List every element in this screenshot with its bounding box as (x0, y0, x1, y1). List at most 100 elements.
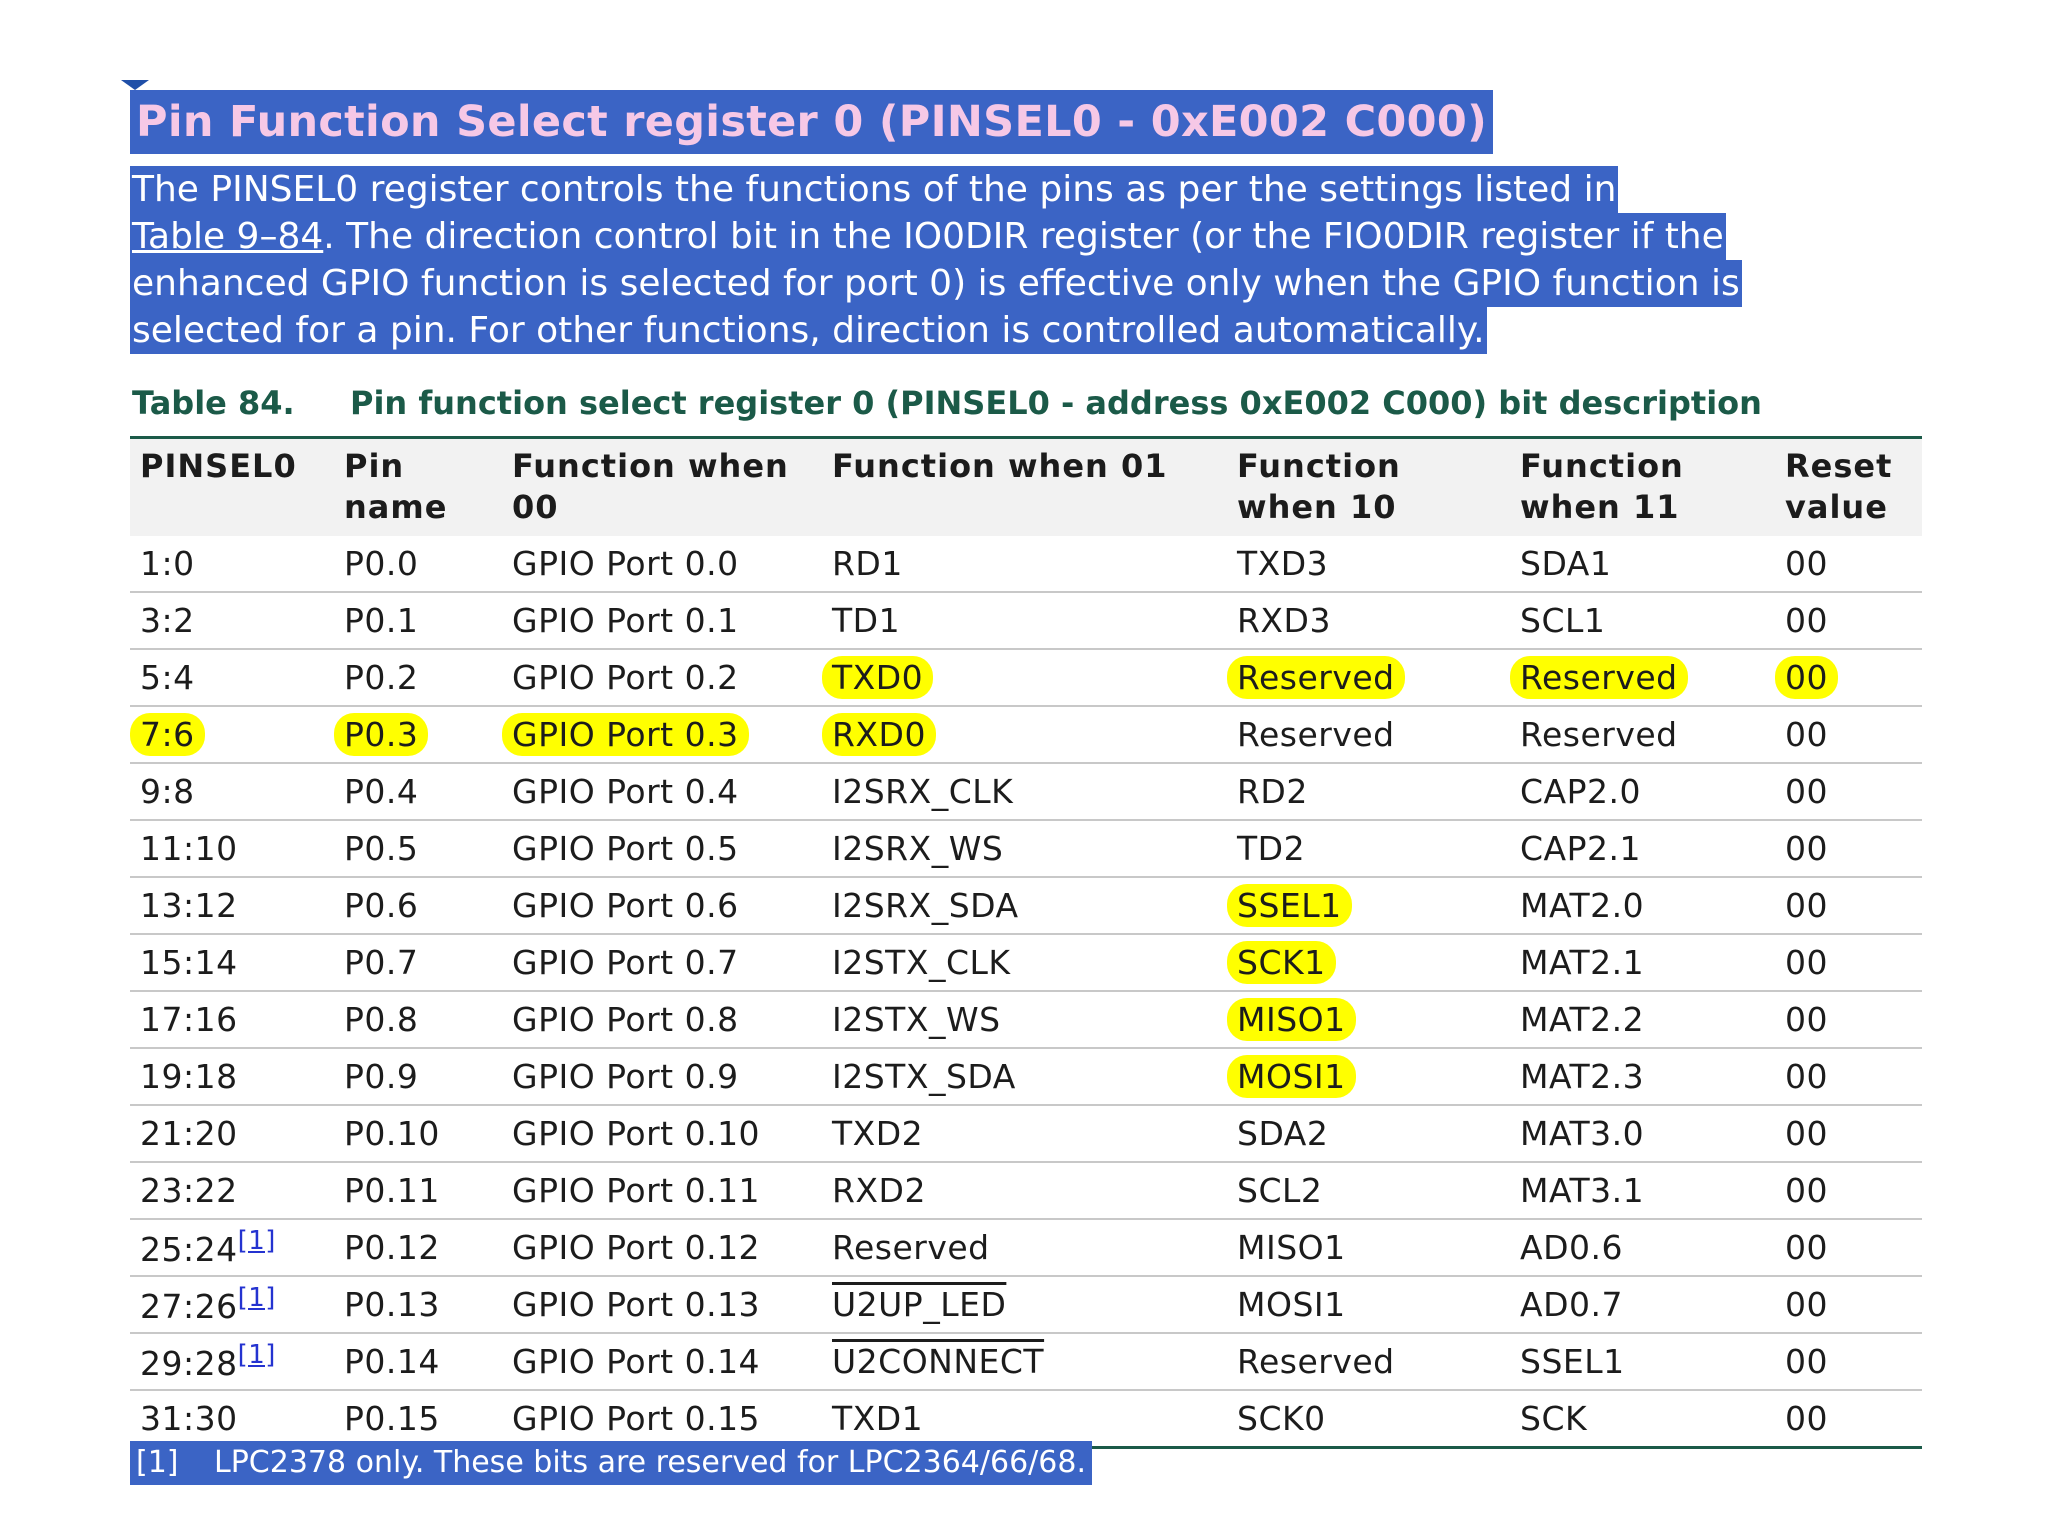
cell-pin: P0.6 (334, 876, 502, 934)
cell-f11-text: AD0.6 (1520, 1228, 1623, 1267)
cell-f00: GPIO Port 0.15 (502, 1389, 822, 1448)
cell-f10-text: Reserved (1227, 656, 1405, 699)
cell-f10-text: SCL2 (1237, 1171, 1323, 1210)
cell-pin: P0.7 (334, 933, 502, 991)
cell-f00-text: GPIO Port 0.15 (512, 1399, 761, 1438)
cell-pin: P0.1 (334, 591, 502, 649)
cell-pin: P0.2 (334, 648, 502, 706)
cell-f00-text: GPIO Port 0.4 (512, 772, 739, 811)
cell-f01-text: RD1 (832, 544, 903, 583)
cell-reset: 00 (1775, 819, 1922, 877)
cell-pin: P0.0 (334, 536, 502, 592)
footnote-ref-link[interactable]: [1] (237, 1226, 276, 1256)
cell-f00: GPIO Port 0.3 (502, 705, 822, 763)
cell-bits: 5:4 (130, 648, 334, 706)
cell-f01-text: TXD2 (832, 1114, 924, 1153)
description-paragraph: The PINSEL0 register controls the functi… (130, 166, 1742, 354)
table-row: 5:4 P0.2 GPIO Port 0.2 TXD0 Reserved Reserved… (130, 648, 1922, 706)
cell-bits-text: 27:26 (140, 1287, 238, 1326)
cell-f10: MISO1 (1227, 990, 1510, 1048)
table-reference-link[interactable]: Table 9–84 (132, 216, 324, 257)
footnote-ref-link[interactable]: [1] (237, 1283, 276, 1313)
cell-bits-text: 11:10 (140, 829, 238, 868)
footnote-ref-link[interactable]: [1] (237, 1340, 276, 1370)
cell-f10-text: MOSI1 (1237, 1285, 1346, 1324)
cell-f11-text: Reserved (1520, 715, 1678, 754)
cell-bits-text: 13:12 (140, 886, 238, 925)
cell-f11: MAT2.1 (1510, 933, 1775, 991)
header-function-01: Function when 01 (822, 437, 1227, 536)
cell-f10: SDA2 (1227, 1104, 1510, 1162)
cell-bits: 9:8 (130, 762, 334, 820)
cell-f11-text: MAT2.1 (1520, 943, 1645, 982)
cell-pin-text: P0.7 (344, 943, 419, 982)
cell-f01: I2SRX_CLK (822, 762, 1227, 820)
cell-f00-text: GPIO Port 0.9 (512, 1057, 739, 1096)
paragraph-line-2-text: . The direction control bit in the IO0DI… (323, 216, 1724, 257)
cell-pin-text: P0.15 (344, 1399, 440, 1438)
table-row: 1:0 P0.0 GPIO Port 0.0 RD1 TXD3 SDA1 00 (130, 536, 1922, 592)
table-row: 11:10 P0.5 GPIO Port 0.5 I2SRX_WS TD2 CAP2.1 0… (130, 819, 1922, 877)
cell-bits: 25:24[1] (130, 1218, 334, 1276)
text-cursor-marker (121, 80, 149, 90)
cell-bits-text: 31:30 (140, 1399, 238, 1438)
cell-reset: 00 (1775, 1218, 1922, 1276)
table-row: 3:2 P0.1 GPIO Port 0.1 TD1 RXD3 SCL1 00 (130, 591, 1922, 649)
cell-reset-text: 00 (1785, 1000, 1828, 1039)
cell-reset: 00 (1775, 762, 1922, 820)
cell-f10: RXD3 (1227, 591, 1510, 649)
cell-f10: MISO1 (1227, 1218, 1510, 1276)
cell-f01-text: I2STX_CLK (832, 943, 1011, 982)
table-row: 17:16 P0.8 GPIO Port 0.8 I2STX_WS MISO1 MAT2.… (130, 990, 1922, 1048)
cell-f01-text: TD1 (832, 601, 901, 640)
cell-reset-text: 00 (1785, 1228, 1828, 1267)
cell-pin: P0.8 (334, 990, 502, 1048)
footnote-text: LPC2378 only. These bits are reserved fo… (214, 1445, 1086, 1480)
cell-f01: TXD2 (822, 1104, 1227, 1162)
cell-f01-text: Reserved (832, 1228, 990, 1267)
cell-bits: 27:26[1] (130, 1275, 334, 1333)
table-row: 27:26[1] P0.13 GPIO Port 0.13 U2UP_LED MOSI1… (130, 1275, 1922, 1333)
table-caption-title: Pin function select register 0 (PINSEL0 … (350, 384, 1762, 422)
cell-reset: 00 (1775, 705, 1922, 763)
cell-f01-text: RXD0 (822, 713, 936, 756)
cell-f11-text: MAT3.1 (1520, 1171, 1645, 1210)
cell-reset-text: 00 (1785, 601, 1828, 640)
cell-f01-text: RXD2 (832, 1171, 926, 1210)
cell-f00: GPIO Port 0.13 (502, 1275, 822, 1333)
table-row: 21:20 P0.10 GPIO Port 0.10 TXD2 SDA2 MAT3.0 00 (130, 1104, 1922, 1162)
cell-f01: RD1 (822, 536, 1227, 592)
cell-f11-text: MAT2.2 (1520, 1000, 1645, 1039)
cell-f11-text: CAP2.0 (1520, 772, 1641, 811)
cell-f10-text: RD2 (1237, 772, 1308, 811)
cell-f10: SSEL1 (1227, 876, 1510, 934)
cell-f11: AD0.7 (1510, 1275, 1775, 1333)
cell-reset: 00 (1775, 648, 1922, 706)
table-caption-number: Table 84. (132, 384, 295, 422)
cell-f10-text: TXD3 (1237, 544, 1329, 583)
cell-bits-text: 9:8 (140, 772, 195, 811)
cell-f01-text: I2SRX_CLK (832, 772, 1014, 811)
cell-bits: 15:14 (130, 933, 334, 991)
cell-f11-text: Reserved (1510, 656, 1688, 699)
cell-bits-text: 21:20 (140, 1114, 238, 1153)
cell-f00-text: GPIO Port 0.13 (512, 1285, 761, 1324)
header-reset-value: Reset value (1775, 437, 1922, 536)
cell-bits-text: 3:2 (140, 601, 195, 640)
cell-pin: P0.3 (334, 705, 502, 763)
cell-pin-text: P0.3 (334, 713, 429, 756)
cell-bits-text: 29:28 (140, 1344, 238, 1383)
cell-f01: RXD0 (822, 705, 1227, 763)
cell-f00: GPIO Port 0.0 (502, 536, 822, 592)
cell-f01-text: TXD1 (832, 1399, 924, 1438)
cell-f01: I2SRX_SDA (822, 876, 1227, 934)
cell-bits: 23:22 (130, 1161, 334, 1219)
cell-reset: 00 (1775, 536, 1922, 592)
cell-pin-text: P0.0 (344, 544, 419, 583)
cell-reset-text: 00 (1785, 772, 1828, 811)
section-heading: Pin Function Select register 0 (PINSEL0 … (130, 90, 1494, 154)
cell-f11-text: CAP2.1 (1520, 829, 1641, 868)
table-row: 7:6 P0.3 GPIO Port 0.3 RXD0 Reserved Reserved… (130, 705, 1922, 763)
paragraph-line-4: selected for a pin. For other functions,… (130, 307, 1487, 354)
cell-bits-text: 15:14 (140, 943, 238, 982)
